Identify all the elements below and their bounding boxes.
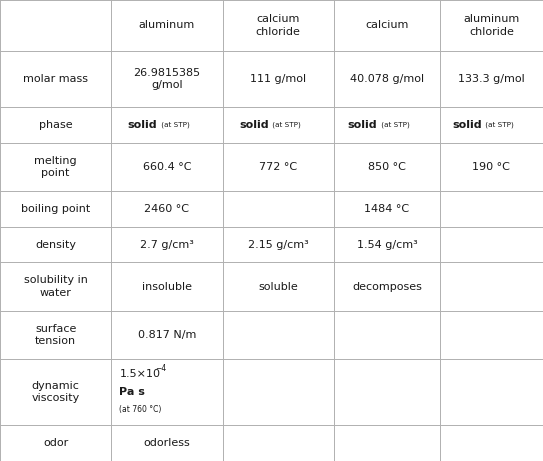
Text: solid: solid (348, 120, 377, 130)
Text: 133.3 g/mol: 133.3 g/mol (458, 74, 525, 84)
Text: odorless: odorless (143, 438, 191, 448)
Text: 40.078 g/mol: 40.078 g/mol (350, 74, 424, 84)
Text: 111 g/mol: 111 g/mol (250, 74, 306, 84)
Text: (at 760 °C): (at 760 °C) (119, 405, 162, 414)
Text: soluble: soluble (258, 282, 298, 291)
Text: molar mass: molar mass (23, 74, 88, 84)
Text: boiling point: boiling point (21, 204, 90, 214)
Text: (at STP): (at STP) (159, 122, 190, 128)
Text: calcium: calcium (365, 20, 408, 30)
Text: solid: solid (128, 120, 157, 130)
Text: 1.5×10: 1.5×10 (119, 369, 161, 378)
Text: insoluble: insoluble (142, 282, 192, 291)
Text: 2.15 g/cm³: 2.15 g/cm³ (248, 240, 308, 249)
Text: aluminum
chloride: aluminum chloride (463, 14, 520, 37)
Text: 660.4 °C: 660.4 °C (143, 162, 191, 172)
Text: solubility in
water: solubility in water (24, 275, 87, 298)
Text: surface
tension: surface tension (35, 324, 77, 346)
Text: 2460 °C: 2460 °C (144, 204, 190, 214)
Text: 1484 °C: 1484 °C (364, 204, 409, 214)
Text: calcium
chloride: calcium chloride (256, 14, 301, 37)
Text: 772 °C: 772 °C (259, 162, 298, 172)
Text: melting
point: melting point (34, 156, 77, 178)
Text: (at STP): (at STP) (270, 122, 301, 128)
Text: phase: phase (39, 120, 72, 130)
Text: −4: −4 (155, 364, 166, 373)
Text: solid: solid (452, 120, 482, 130)
Text: 2.7 g/cm³: 2.7 g/cm³ (140, 240, 194, 249)
Text: dynamic
viscosity: dynamic viscosity (31, 381, 80, 403)
Text: 1.54 g/cm³: 1.54 g/cm³ (357, 240, 417, 249)
Text: decomposes: decomposes (352, 282, 422, 291)
Text: 190 °C: 190 °C (472, 162, 510, 172)
Text: (at STP): (at STP) (483, 122, 514, 128)
Text: solid: solid (239, 120, 268, 130)
Text: 850 °C: 850 °C (368, 162, 406, 172)
Text: (at STP): (at STP) (379, 122, 409, 128)
Text: aluminum: aluminum (139, 20, 195, 30)
Text: 0.817 N/m: 0.817 N/m (138, 330, 196, 340)
Text: density: density (35, 240, 76, 249)
Text: odor: odor (43, 438, 68, 448)
Text: Pa s: Pa s (119, 387, 146, 397)
Text: 26.9815385
g/mol: 26.9815385 g/mol (134, 68, 200, 90)
